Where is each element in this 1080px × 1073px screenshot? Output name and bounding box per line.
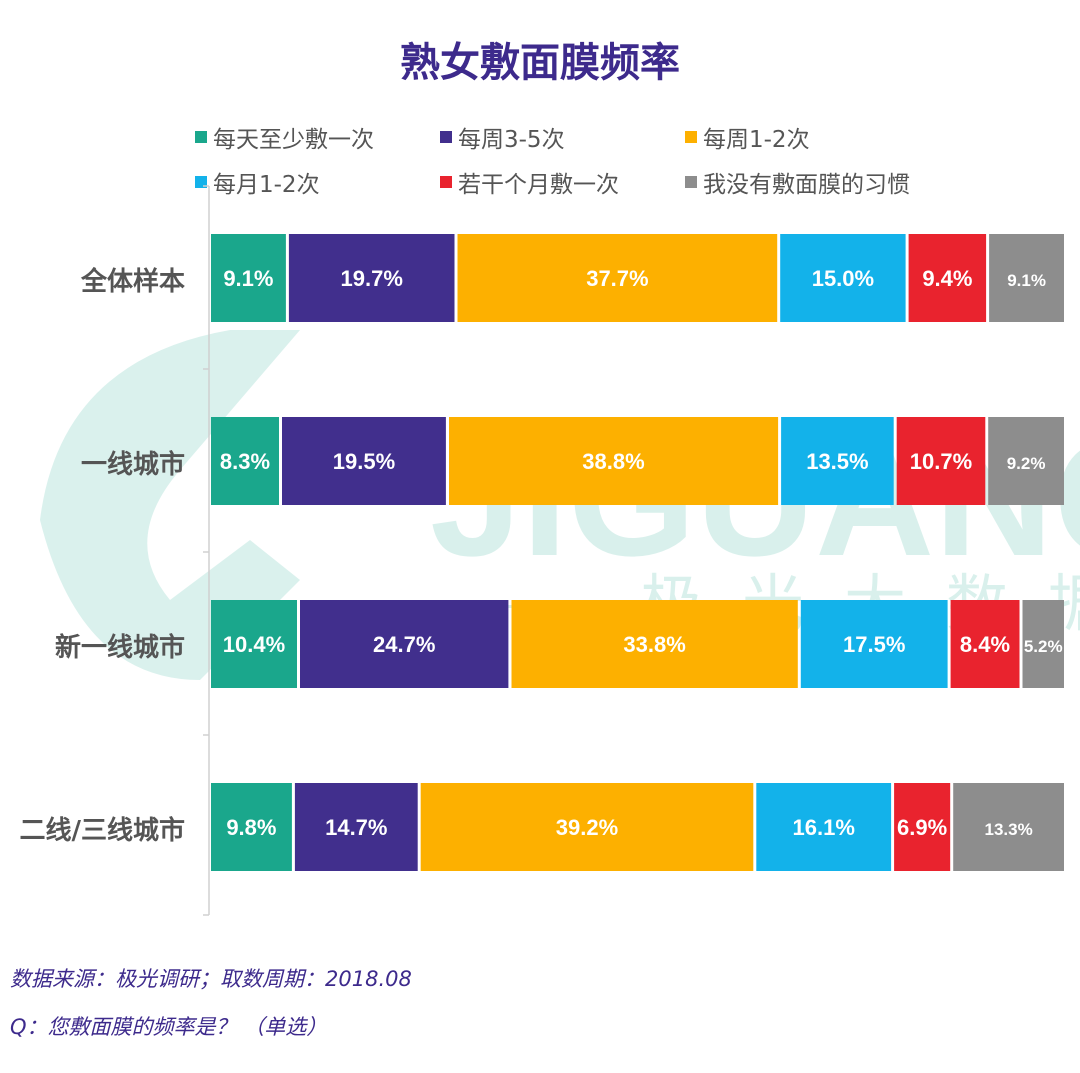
legend-item: 每周3-5次 [440, 120, 565, 154]
legend-label: 我没有敷面膜的习惯 [703, 172, 910, 198]
bar-segment [800, 600, 948, 688]
legend-item: 每天至少敷一次 [195, 120, 374, 154]
bar-segment [988, 417, 1064, 505]
legend-label: 每周3-5次 [458, 127, 565, 153]
bar-data-label: 13.5% [806, 449, 868, 474]
bar-segment [950, 600, 1020, 688]
legend-item: 每月1-2次 [195, 165, 320, 199]
bar-segment [908, 234, 987, 322]
bar-segment [288, 234, 455, 322]
bar-segment [211, 417, 279, 505]
bar-segment [211, 600, 297, 688]
legend-label: 每月1-2次 [213, 172, 320, 198]
bar-segment [300, 600, 509, 688]
legend: 每天至少敷一次 每周3-5次 每周1-2次每月1-2次 若干个月敷一次 我没有敷面膜的习… [0, 0, 1080, 200]
footer-question: Q：您敷面膜的频率是？ （单选） [10, 1015, 328, 1039]
bar-segment [781, 417, 894, 505]
bar-data-label: 39.2% [556, 815, 618, 840]
legend-swatch [195, 131, 207, 143]
bar-data-label: 8.4% [960, 632, 1010, 657]
bar-data-label: 24.7% [373, 632, 435, 657]
category-label: 新一线城市 [54, 633, 185, 663]
footer-source: 数据来源：极光调研；取数周期：2018.08 [10, 967, 412, 991]
legend-swatch [195, 176, 207, 188]
bar-segment [780, 234, 906, 322]
bar-segment [449, 417, 779, 505]
bar-data-label: 9.2% [1007, 454, 1046, 473]
bar-segment [282, 417, 446, 505]
bar-data-label: 8.3% [220, 449, 270, 474]
watermark-logo-icon [40, 330, 300, 680]
bar-data-label: 38.8% [582, 449, 644, 474]
bar-data-label: 9.1% [1007, 271, 1046, 290]
legend-swatch [440, 176, 452, 188]
bar-data-label: 9.8% [226, 815, 276, 840]
bar-data-label: 10.4% [223, 632, 285, 657]
bar-data-label: 6.9% [897, 815, 947, 840]
bar-data-label: 33.8% [623, 632, 685, 657]
bar-segment [211, 234, 286, 322]
legend-item: 每周1-2次 [685, 120, 810, 154]
bar-segment [211, 783, 292, 871]
bar-data-label: 9.4% [922, 266, 972, 291]
bar-data-label: 16.1% [793, 815, 855, 840]
footer: 数据来源：极光调研；取数周期：2018.08 Q：您敷面膜的频率是？ （单选） [10, 955, 412, 1051]
bar-segment [420, 783, 754, 871]
legend-item: 若干个月敷一次 [440, 165, 619, 199]
legend-label: 若干个月敷一次 [458, 172, 619, 198]
bar-data-label: 5.2% [1024, 637, 1063, 656]
bar-data-label: 15.0% [812, 266, 874, 291]
bar-segment [294, 783, 418, 871]
bar-data-label: 19.5% [333, 449, 395, 474]
legend-item: 我没有敷面膜的习惯 [685, 165, 910, 199]
bar-data-label: 14.7% [325, 815, 387, 840]
bar-segment [953, 783, 1064, 871]
bar-segment [894, 783, 951, 871]
category-label: 二线/三线城市 [19, 816, 186, 846]
legend-swatch [685, 131, 697, 143]
bar-data-label: 13.3% [984, 820, 1032, 839]
legend-label: 每周1-2次 [703, 127, 810, 153]
bar-data-label: 17.5% [843, 632, 905, 657]
legend-label: 每天至少敷一次 [213, 127, 374, 153]
bar-segment [989, 234, 1064, 322]
legend-swatch [440, 131, 452, 143]
legend-swatch [685, 176, 697, 188]
bar-data-label: 37.7% [586, 266, 648, 291]
bar-data-label: 19.7% [341, 266, 403, 291]
bar-segment [457, 234, 778, 322]
category-label: 全体样本 [80, 267, 185, 297]
chart-title: 熟女敷面膜频率 [400, 40, 680, 86]
bar-segment [1022, 600, 1064, 688]
bar-segment [756, 783, 892, 871]
category-label: 一线城市 [80, 450, 185, 480]
bar-data-label: 9.1% [223, 266, 273, 291]
bar-segment [511, 600, 798, 688]
bar-segment [896, 417, 986, 505]
bar-data-label: 10.7% [910, 449, 972, 474]
